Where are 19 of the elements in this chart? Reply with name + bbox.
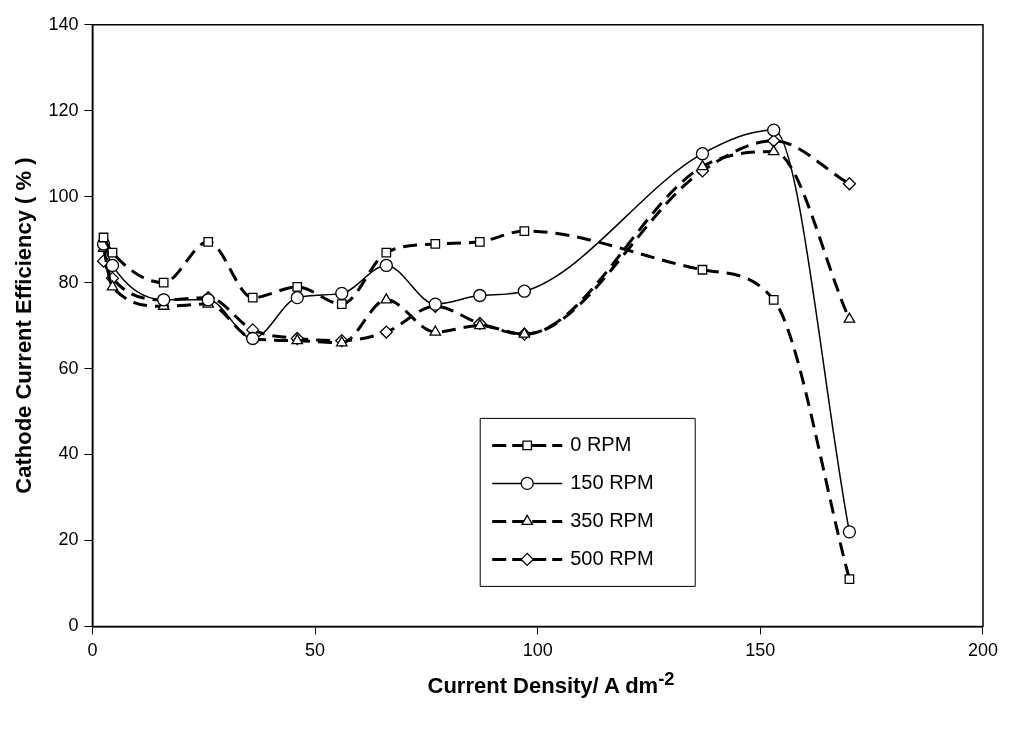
y-tick-label: 0 — [68, 615, 79, 636]
y-tick-label: 140 — [48, 13, 79, 34]
legend-label: 350 RPM — [570, 508, 654, 531]
x-tick-label: 100 — [522, 640, 553, 661]
y-tick-label: 60 — [58, 357, 79, 378]
x-tick-label: 0 — [87, 640, 98, 661]
x-axis-title: Current Density/ A dm$^{-2}$ — [427, 668, 675, 699]
y-tick-label: 120 — [48, 99, 79, 120]
y-tick-label: 20 — [58, 529, 79, 550]
legend-label: 0 RPM — [570, 432, 632, 455]
legend-label: 150 RPM — [570, 470, 654, 493]
x-tick-label: 200 — [967, 640, 999, 661]
y-tick-label: 100 — [48, 185, 79, 206]
x-tick-label: 50 — [305, 640, 326, 661]
y-tick-label: 40 — [58, 443, 79, 464]
x-tick-label: 150 — [745, 640, 776, 661]
legend-label: 500 RPM — [570, 546, 654, 569]
y-tick-label: 80 — [58, 271, 79, 292]
y-axis-title: Cathode Current Efficiency ( % ) — [11, 157, 37, 494]
